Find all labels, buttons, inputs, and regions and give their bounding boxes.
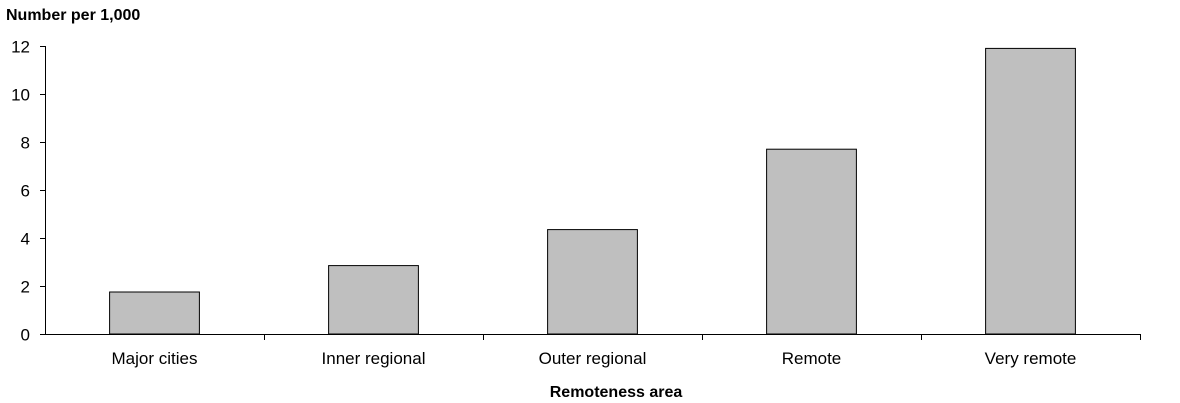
- y-tick-label: 0: [21, 326, 30, 345]
- bars: [109, 47, 1076, 335]
- bar: [985, 47, 1076, 335]
- x-category-label: Outer regional: [539, 349, 647, 368]
- x-category-label: Remote: [782, 349, 842, 368]
- bar: [547, 229, 638, 335]
- y-tick-label: 6: [21, 182, 30, 201]
- y-tick-label: 8: [21, 134, 30, 153]
- y-tick-label: 4: [21, 230, 30, 249]
- bar: [109, 291, 200, 335]
- x-category-label: Inner regional: [322, 349, 426, 368]
- bar: [328, 265, 419, 335]
- y-tick-label: 12: [11, 38, 30, 57]
- y-tick-label: 2: [21, 278, 30, 297]
- y-tick-label: 10: [11, 86, 30, 105]
- bar: [766, 148, 857, 335]
- x-axis: Major cities Inner regional Outer regional…: [112, 334, 1141, 368]
- x-category-label: Major cities: [112, 349, 198, 368]
- x-category-label: Very remote: [985, 349, 1077, 368]
- y-axis-title: Number per 1,000: [6, 7, 140, 24]
- x-axis-title: Remoteness area: [550, 384, 683, 401]
- y-axis: 0 2 4 6 8 10 12: [11, 38, 45, 345]
